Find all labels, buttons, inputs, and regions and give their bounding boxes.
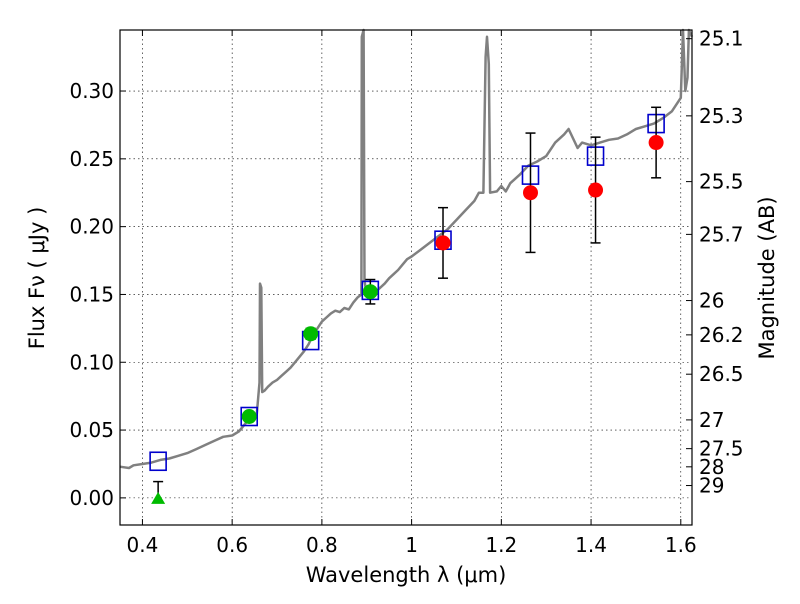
mag-tick-label: 25.7 [699, 222, 744, 246]
x-tick-label: 1.6 [665, 533, 697, 557]
detection-point [522, 185, 538, 201]
model-square-point [149, 451, 167, 472]
y-tick-label: 0.15 [69, 282, 114, 306]
grid [120, 30, 692, 525]
x-tick-label: 1.2 [485, 533, 517, 557]
detection-point [588, 182, 604, 198]
y-right-axis-title: Magnitude (AB) [755, 196, 779, 359]
mag-tick-label: 25.5 [699, 170, 744, 194]
y-tick-label: 0.25 [69, 147, 114, 171]
detection-series [241, 135, 664, 425]
y-tick-label: 0.10 [69, 350, 114, 374]
detection-point [648, 135, 664, 151]
upper-limit-series [151, 480, 166, 504]
mag-tick-label: 29 [699, 474, 724, 498]
y-tick-label: 0.20 [69, 215, 114, 239]
model-square-point [240, 406, 259, 427]
mag-tick-label: 25.3 [699, 104, 744, 128]
detection-point [303, 326, 319, 342]
upper-limit-point [151, 491, 166, 504]
mag-tick-label: 26.5 [699, 362, 744, 386]
x-tick-label: 0.4 [127, 533, 159, 557]
mag-tick-label: 25.1 [699, 27, 744, 51]
x-tick-label: 1 [405, 533, 418, 557]
tick-labels: 0.4 0.6 0.8 1 1.2 1.4 1.6 0.00 0.05 0.10 0.15 0.20 0… [69, 27, 743, 557]
detection-point [241, 409, 257, 425]
axis-ticks [120, 30, 692, 525]
plot-frame [119, 29, 693, 526]
x-tick-label: 0.8 [306, 533, 338, 557]
y-tick-label: 0.00 [69, 486, 114, 510]
detection-point [362, 284, 378, 300]
mag-tick-label: 28 [699, 455, 724, 479]
x-tick-label: 1.4 [575, 533, 607, 557]
mag-tick-label: 27 [699, 408, 724, 432]
mag-tick-label: 26 [699, 289, 724, 313]
mag-tick-label: 26.2 [699, 323, 744, 347]
x-tick-label: 0.6 [216, 533, 248, 557]
y-axis-title: Flux Fν ( μJy ) [25, 207, 49, 350]
x-axis-title: Wavelength λ (μm) [306, 563, 507, 587]
y-tick-label: 0.05 [69, 418, 114, 442]
detection-point [435, 235, 451, 251]
mag-tick-label: 27.5 [699, 437, 744, 461]
y-tick-label: 0.30 [69, 79, 114, 103]
